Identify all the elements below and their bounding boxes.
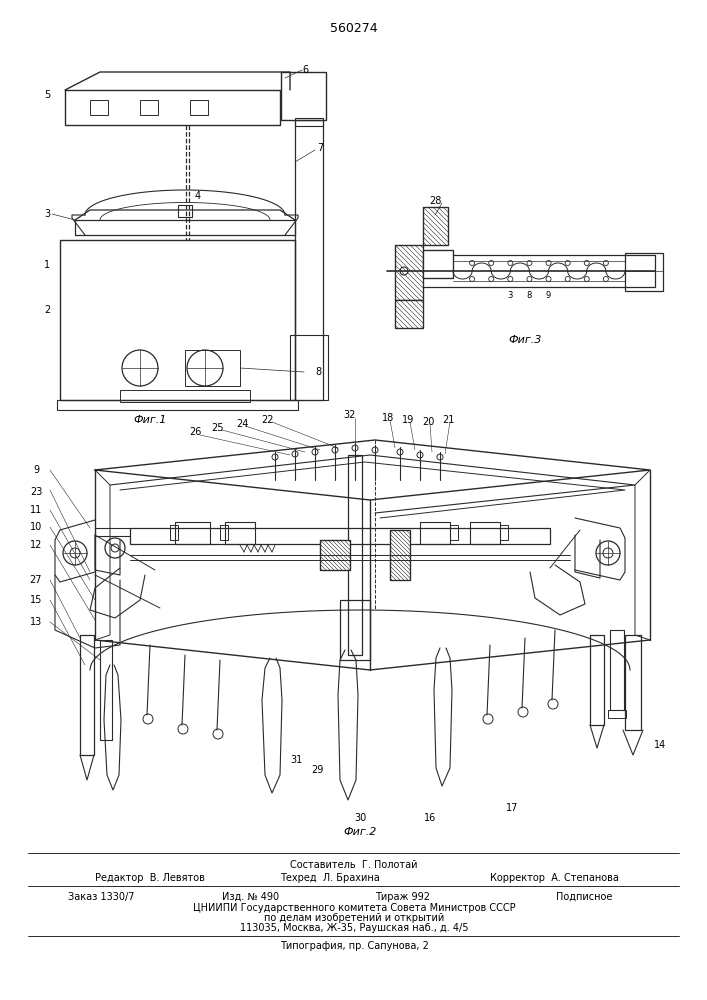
Bar — [395, 245, 423, 300]
Text: Фиг.3: Фиг.3 — [508, 335, 542, 345]
Text: 8: 8 — [527, 290, 532, 300]
Bar — [90, 100, 108, 115]
Text: Фиг.2: Фиг.2 — [344, 827, 377, 837]
Bar — [395, 245, 423, 300]
Text: 9: 9 — [546, 290, 551, 300]
Bar — [390, 530, 410, 580]
Bar — [170, 525, 178, 540]
Text: 24: 24 — [236, 419, 248, 429]
Text: Тираж 992: Тираж 992 — [375, 892, 430, 902]
Bar — [120, 390, 250, 402]
Text: 31: 31 — [290, 755, 302, 765]
Bar — [395, 300, 423, 328]
Text: Редактор  В. Левятов: Редактор В. Левятов — [95, 873, 205, 883]
Text: 7: 7 — [317, 143, 323, 153]
Text: Заказ 1330/7: Заказ 1330/7 — [68, 892, 134, 902]
Bar — [178, 205, 192, 217]
Text: 14: 14 — [654, 740, 666, 750]
Bar — [423, 207, 448, 245]
Text: Подписное: Подписное — [556, 892, 612, 902]
Bar — [320, 540, 350, 570]
Text: 4: 4 — [195, 191, 201, 201]
Text: 8: 8 — [315, 367, 321, 377]
Text: 560274: 560274 — [330, 21, 378, 34]
Bar — [423, 250, 453, 278]
Bar — [420, 522, 450, 544]
Text: 113035, Москва, Ж-35, Раушская наб., д. 4/5: 113035, Москва, Ж-35, Раушская наб., д. … — [240, 923, 468, 933]
Bar — [290, 335, 328, 400]
Text: 11: 11 — [30, 505, 42, 515]
Bar — [185, 350, 240, 386]
Text: 21: 21 — [442, 415, 454, 425]
Bar — [500, 525, 508, 540]
Text: 18: 18 — [382, 413, 394, 423]
Text: 16: 16 — [424, 813, 436, 823]
Text: 23: 23 — [30, 487, 42, 497]
Text: Техред  Л. Брахина: Техред Л. Брахина — [280, 873, 380, 883]
Bar — [348, 455, 362, 655]
Bar — [220, 525, 228, 540]
Bar — [65, 90, 280, 125]
Text: 3: 3 — [508, 290, 513, 300]
Text: Типография, пр. Сапунова, 2: Типография, пр. Сапунова, 2 — [279, 941, 428, 951]
Text: Изд. № 490: Изд. № 490 — [222, 892, 279, 902]
Bar — [625, 635, 641, 730]
Bar — [608, 710, 626, 718]
Bar — [140, 100, 158, 115]
Text: Составитель  Г. Полотай: Составитель Г. Полотай — [291, 860, 418, 870]
Text: 10: 10 — [30, 522, 42, 532]
Bar — [450, 525, 458, 540]
Text: Корректор  А. Степанова: Корректор А. Степанова — [490, 873, 619, 883]
Text: 30: 30 — [354, 813, 366, 823]
Text: ЦНИИПИ Государственного комитета Совета Министров СССР: ЦНИИПИ Государственного комитета Совета … — [193, 903, 515, 913]
Text: 3: 3 — [44, 209, 50, 219]
Bar — [80, 635, 94, 755]
Bar — [625, 253, 663, 291]
Bar — [295, 120, 323, 400]
Bar — [423, 250, 453, 278]
Text: 27: 27 — [30, 575, 42, 585]
Text: 13: 13 — [30, 617, 42, 627]
Bar — [100, 640, 112, 740]
Text: 20: 20 — [422, 417, 434, 427]
Bar — [470, 522, 500, 544]
Bar — [423, 207, 448, 245]
Bar — [395, 300, 423, 328]
Bar — [190, 100, 208, 115]
Text: 29: 29 — [311, 765, 323, 775]
Text: по делам изобретений и открытий: по делам изобретений и открытий — [264, 913, 444, 923]
Text: 1: 1 — [44, 260, 50, 270]
Text: 15: 15 — [30, 595, 42, 605]
Bar — [130, 528, 550, 544]
Bar — [590, 635, 604, 725]
Text: 17: 17 — [506, 803, 518, 813]
Text: 28: 28 — [429, 196, 441, 206]
Text: 22: 22 — [262, 415, 274, 425]
Text: 6: 6 — [302, 65, 308, 75]
Bar — [610, 630, 624, 710]
Text: Фиг.1: Фиг.1 — [134, 415, 167, 425]
Bar — [340, 600, 370, 660]
Bar — [175, 522, 210, 544]
Bar — [225, 522, 255, 544]
Text: 26: 26 — [189, 427, 201, 437]
Bar — [60, 240, 295, 400]
Text: 32: 32 — [344, 410, 356, 420]
Bar — [390, 530, 410, 580]
Bar — [415, 255, 655, 287]
Text: 12: 12 — [30, 540, 42, 550]
Text: 9: 9 — [33, 465, 39, 475]
Text: 19: 19 — [402, 415, 414, 425]
Text: 5: 5 — [44, 90, 50, 100]
Bar — [281, 72, 326, 120]
Bar — [320, 540, 350, 570]
Bar — [295, 118, 323, 126]
Text: 25: 25 — [212, 423, 224, 433]
Bar — [57, 400, 298, 410]
Text: 2: 2 — [44, 305, 50, 315]
